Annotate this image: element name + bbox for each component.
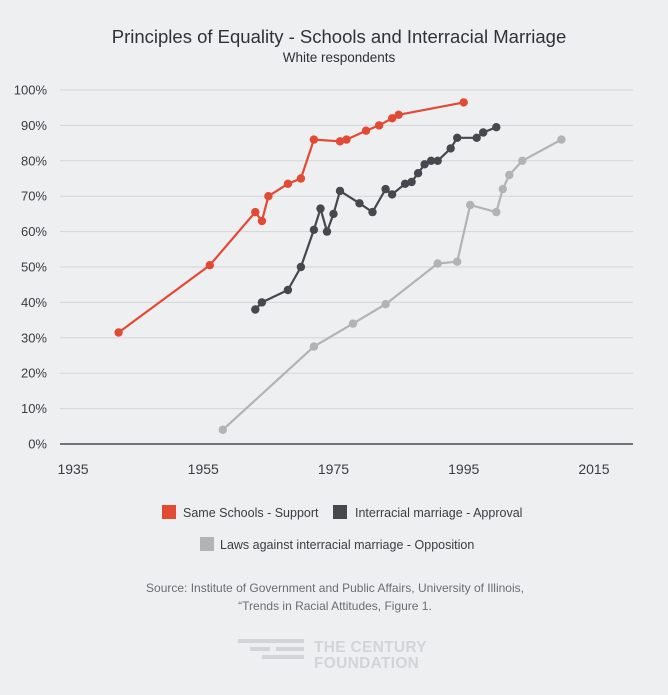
x-tick-label: 1975 [318, 461, 349, 477]
data-point [433, 156, 442, 165]
data-point [498, 184, 507, 194]
series-line [117, 101, 465, 334]
series-group [114, 98, 566, 434]
data-point [309, 225, 319, 234]
y-tick-label: 80% [21, 153, 47, 168]
logo-text-line-1: THE CENTURY [314, 639, 427, 656]
y-tick-label: 50% [21, 260, 47, 275]
data-point [368, 207, 377, 217]
series-line [254, 126, 498, 311]
legend-label-interracial-marriage: Interracial marriage - Approval [355, 506, 522, 520]
legend-label-same-schools: Same Schools - Support [183, 506, 319, 520]
logo: THE CENTURY FOUNDATION [238, 639, 427, 672]
data-point [296, 262, 306, 272]
data-point [329, 209, 338, 219]
x-axis-ticks: 1935 1955 1975 1995 2015 [57, 461, 609, 477]
legend-swatch-laws-opposition [200, 537, 214, 551]
data-point [316, 204, 325, 213]
data-point [205, 261, 214, 270]
data-point [433, 259, 442, 268]
data-point [492, 207, 501, 217]
data-point [407, 177, 416, 187]
y-tick-label: 30% [21, 330, 47, 345]
data-point [426, 156, 436, 165]
data-point [394, 110, 403, 120]
data-point [413, 169, 423, 178]
logo-text-line-2: FOUNDATION [314, 655, 419, 672]
data-point [361, 126, 371, 135]
data-point [114, 328, 123, 337]
data-point [400, 179, 410, 188]
data-point [251, 305, 260, 314]
y-tick-label: 100% [14, 83, 48, 98]
legend-swatch-same-schools [162, 505, 176, 519]
y-tick-label: 20% [21, 366, 47, 381]
data-point [257, 216, 267, 226]
chart-title: Principles of Equality - Schools and Int… [112, 26, 567, 47]
y-tick-label: 40% [21, 295, 47, 310]
x-tick-label: 1955 [188, 461, 219, 477]
y-axis-ticks: 0% 10% 20% 30% 40% 50% 60% 70% 80% 90% 100% [14, 83, 48, 452]
data-point [479, 128, 488, 137]
x-tick-label: 1995 [448, 461, 479, 477]
data-point [251, 207, 260, 217]
data-point [283, 285, 293, 295]
data-point [296, 174, 306, 183]
data-point [381, 300, 390, 309]
data-point [505, 170, 514, 180]
data-point [355, 199, 364, 208]
data-point [420, 160, 429, 169]
data-point [492, 123, 501, 132]
data-point [309, 135, 319, 144]
y-tick-label: 0% [28, 437, 47, 452]
data-point [322, 227, 332, 236]
data-point [374, 121, 384, 130]
data-point [557, 135, 566, 144]
data-point [264, 192, 273, 201]
data-point [459, 98, 468, 107]
series-2 [218, 135, 566, 434]
series-0 [114, 98, 468, 337]
data-point [446, 144, 455, 153]
grid-lines [60, 89, 633, 445]
source-line-2: “Trends in Racial Attitudes, Figure 1. [238, 599, 432, 613]
legend-label-laws-opposition: Laws against interracial marriage - Oppo… [220, 538, 474, 552]
data-point [453, 257, 462, 266]
chart-subtitle: White respondents [283, 50, 396, 65]
legend: Same Schools - Support Interracial marri… [162, 505, 522, 552]
logo-mark-icon [238, 639, 304, 659]
data-point [387, 190, 397, 199]
data-point [283, 179, 293, 188]
data-point [335, 137, 345, 146]
data-point [472, 133, 481, 142]
data-point [387, 114, 397, 123]
data-point [453, 133, 462, 142]
legend-swatch-interracial-marriage [333, 505, 347, 519]
data-point [335, 186, 345, 196]
y-tick-label: 10% [21, 401, 47, 416]
data-point [309, 342, 319, 351]
data-point [518, 156, 527, 165]
x-tick-label: 1935 [57, 461, 88, 477]
x-tick-label: 2015 [578, 461, 609, 477]
source-line-1: Source: Institute of Government and Publ… [146, 581, 524, 595]
series-1 [251, 123, 501, 314]
data-point [466, 200, 475, 210]
y-tick-label: 70% [21, 189, 47, 204]
y-tick-label: 90% [21, 118, 47, 133]
data-point [348, 319, 358, 328]
data-point [257, 298, 267, 307]
data-point [218, 425, 227, 434]
series-line [221, 138, 563, 431]
data-point [342, 135, 351, 144]
data-point [381, 184, 390, 194]
y-tick-label: 60% [21, 224, 47, 239]
